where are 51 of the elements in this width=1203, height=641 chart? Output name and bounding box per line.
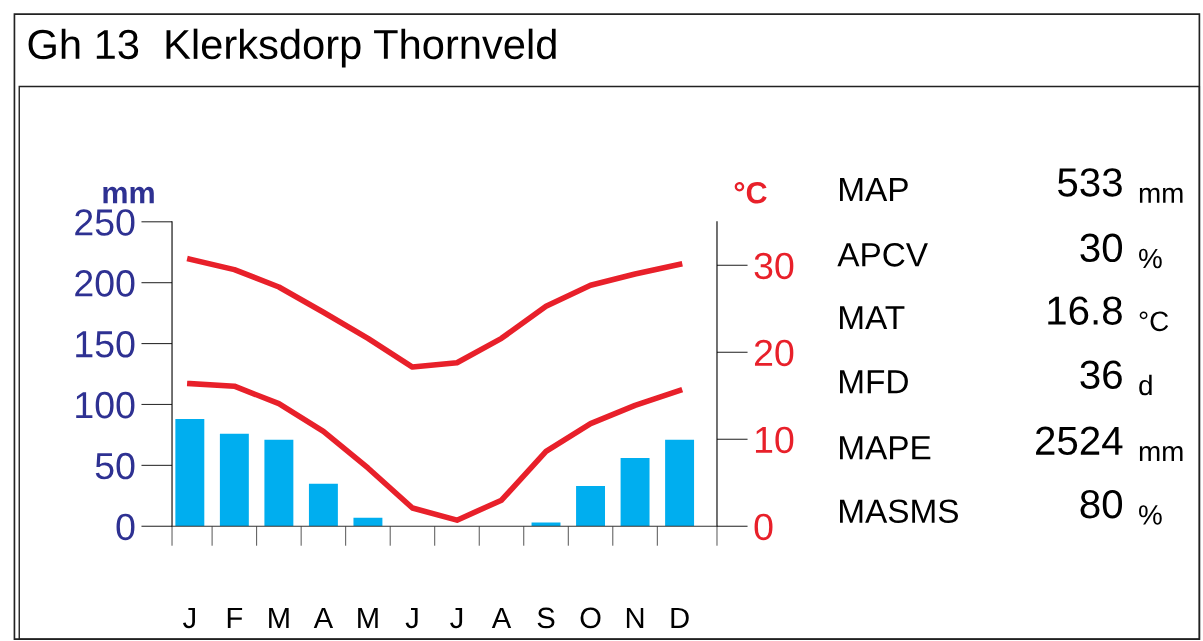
text: mm — [1139, 187, 1183, 203]
text: % — [1139, 505, 1162, 525]
y-tick-label: 0 — [116, 513, 135, 541]
x-tick-label: J — [450, 607, 463, 629]
text: MAT — [840, 306, 905, 330]
text: mm — [1139, 446, 1183, 462]
text: 30 — [1080, 233, 1123, 263]
x-tick-label: A — [491, 607, 512, 628]
x-tick-label: D — [671, 607, 689, 628]
x-tick-label: F — [227, 607, 243, 628]
text: d — [1139, 374, 1152, 396]
chart-title: Gh 13 Klerksdorp Thornveld — [28, 28, 556, 68]
y2-tick-label: 20 — [754, 339, 794, 367]
y2-tick-label: 0 — [754, 513, 773, 541]
bar — [264, 439, 294, 527]
text: 16.8 — [1048, 296, 1122, 325]
text: °C — [1139, 311, 1169, 332]
text: MAPE — [840, 436, 931, 460]
text: 36 — [1080, 360, 1122, 389]
text: MFD — [840, 370, 908, 394]
text: MASMS — [840, 499, 958, 524]
bar — [175, 419, 205, 527]
x-tick-label: M — [358, 607, 378, 628]
y-tick-label: 100 — [76, 391, 135, 419]
text: 80 — [1080, 489, 1123, 519]
bar — [308, 483, 338, 527]
text: 2524 — [1036, 426, 1123, 456]
x-tick-label: N — [626, 607, 644, 628]
x-tick-label: M — [269, 607, 289, 628]
bar — [620, 458, 650, 527]
y-tick-label: 50 — [95, 452, 135, 480]
bar — [219, 433, 249, 527]
bar — [576, 486, 606, 527]
x-tick-label: J — [405, 607, 418, 629]
y-axis-title: mm — [103, 186, 154, 204]
y2-tick-label: 30 — [754, 252, 794, 280]
bar — [665, 439, 695, 527]
x-tick-label: J — [183, 607, 195, 629]
text: APCV — [837, 243, 928, 267]
text: % — [1139, 248, 1162, 269]
y-tick-label: 150 — [76, 330, 135, 358]
x-tick-label: O — [580, 607, 601, 629]
text: 533 — [1058, 168, 1122, 197]
x-tick-label: S — [537, 607, 555, 629]
x-tick-label: A — [313, 607, 334, 628]
y2-axis-title: °C — [734, 181, 767, 204]
y2-tick-label: 10 — [755, 426, 794, 454]
y-tick-label: 200 — [75, 270, 135, 297]
y-tick-label: 250 — [75, 209, 135, 236]
text: MAP — [840, 177, 908, 201]
bar — [353, 517, 383, 527]
